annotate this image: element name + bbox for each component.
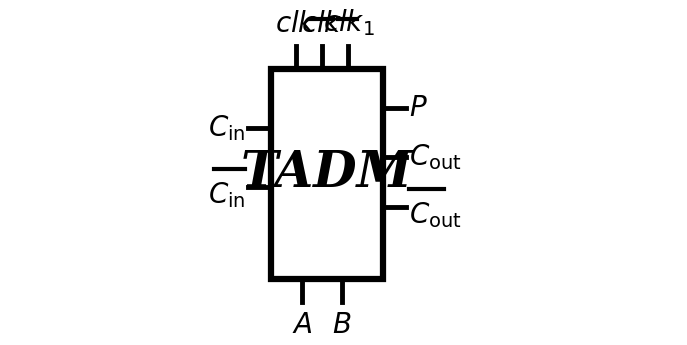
Bar — [271, 69, 383, 279]
Text: $clk_1$: $clk_1$ — [323, 7, 374, 38]
Text: $P$: $P$ — [409, 95, 428, 121]
Text: $clk$: $clk$ — [301, 10, 343, 38]
Text: $A$: $A$ — [292, 312, 313, 338]
Text: $clk$: $clk$ — [275, 10, 317, 38]
Text: TADM: TADM — [241, 149, 413, 198]
Text: $C_{\rm out}$: $C_{\rm out}$ — [409, 200, 462, 230]
Text: $B$: $B$ — [333, 312, 352, 338]
Text: $C_{\rm in}$: $C_{\rm in}$ — [207, 113, 245, 143]
Text: $C_{\rm out}$: $C_{\rm out}$ — [409, 142, 462, 172]
Text: $C_{\rm in}$: $C_{\rm in}$ — [207, 180, 245, 210]
